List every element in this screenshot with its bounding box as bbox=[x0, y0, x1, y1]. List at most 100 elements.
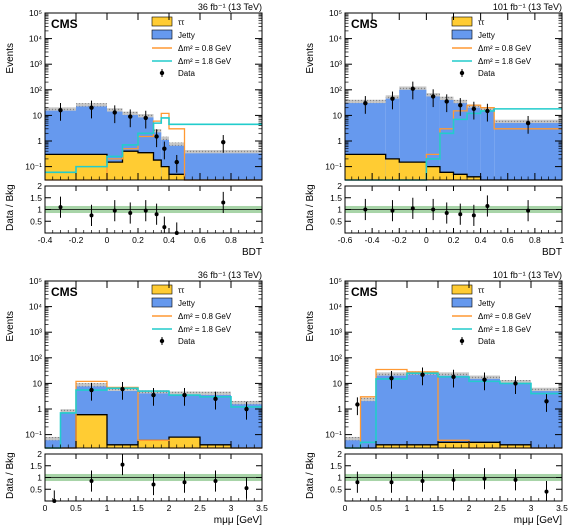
ratio-point bbox=[485, 203, 490, 208]
ratio-y-tick-label: 1.5 bbox=[30, 193, 42, 203]
x-tick-label: 0.5 bbox=[370, 503, 382, 513]
data-point bbox=[513, 381, 518, 386]
ratio-point bbox=[89, 479, 94, 484]
ratio-point bbox=[162, 225, 167, 230]
y-tick-label: 10³ bbox=[30, 327, 42, 337]
data-point bbox=[182, 392, 187, 398]
tautau-bar bbox=[138, 152, 154, 180]
ratio-point bbox=[544, 489, 549, 494]
data-point bbox=[410, 86, 416, 91]
jetty-bar bbox=[467, 107, 481, 180]
x-axis-label: mμμ [GeV] bbox=[514, 515, 562, 526]
x-tick-label: 2.5 bbox=[494, 503, 506, 513]
x-tick-label: 0.4 bbox=[475, 235, 487, 245]
data-point bbox=[89, 105, 94, 110]
y-tick-label: 10² bbox=[330, 85, 342, 95]
data-point bbox=[458, 103, 463, 108]
legend-swatch-tautau bbox=[151, 284, 173, 295]
data-point bbox=[154, 134, 159, 139]
tautau-bar bbox=[45, 154, 76, 180]
x-tick-label: 0 bbox=[424, 235, 429, 245]
y-tick-label: 10⁵ bbox=[29, 276, 42, 286]
ratio-y-axis-label: Data / Bkg bbox=[5, 452, 16, 499]
ratio-y-tick-label: 1 bbox=[337, 205, 342, 215]
ratio-point bbox=[390, 208, 395, 213]
luminosity-label: 101 fb⁻¹ (13 TeV) bbox=[493, 2, 562, 12]
legend-label-data: Data bbox=[178, 69, 195, 78]
x-tick-label: -0.4 bbox=[38, 235, 53, 245]
y-tick-label: 1 bbox=[337, 404, 342, 414]
x-tick-label: 3.5 bbox=[556, 503, 568, 513]
tautau-bar bbox=[169, 437, 200, 448]
y-axis-label: Events bbox=[5, 311, 16, 342]
y-tick-label: 10⁻¹ bbox=[325, 162, 342, 172]
jetty-bar bbox=[153, 132, 162, 180]
data-point bbox=[174, 159, 179, 165]
x-tick-label: 3 bbox=[529, 503, 534, 513]
ratio-point bbox=[458, 212, 463, 217]
y-tick-label: 10² bbox=[30, 353, 42, 363]
ratio-point bbox=[513, 477, 518, 482]
legend-label-sig1: Δm² = 0.8 GeV bbox=[178, 312, 232, 321]
y-axis-label: Events bbox=[305, 311, 316, 342]
luminosity-label: 36 fb⁻¹ (13 TeV) bbox=[198, 270, 262, 280]
x-tick-label: 1 bbox=[105, 503, 110, 513]
x-tick-label: -0.6 bbox=[338, 235, 353, 245]
x-tick-label: 0 bbox=[105, 235, 110, 245]
ratio-point bbox=[451, 477, 456, 482]
jetty-bar bbox=[184, 153, 262, 180]
y-tick-label: 10² bbox=[30, 85, 42, 95]
legend-label-sig2: Δm² = 1.8 GeV bbox=[478, 325, 532, 334]
ratio-point bbox=[52, 499, 57, 503]
jetty-bar bbox=[360, 401, 376, 448]
jetty-bar bbox=[438, 375, 469, 448]
x-tick-label: 1 bbox=[260, 235, 265, 245]
jetty-bar bbox=[345, 440, 361, 448]
luminosity-label: 101 fb⁻¹ (13 TeV) bbox=[493, 270, 562, 280]
x-tick-label: 0.5 bbox=[70, 503, 82, 513]
x-tick-label: 3 bbox=[229, 503, 234, 513]
ratio-point bbox=[420, 479, 425, 484]
data-point bbox=[151, 392, 156, 398]
data-point bbox=[525, 120, 531, 126]
data-point bbox=[221, 139, 226, 145]
data-point bbox=[430, 94, 436, 99]
ratio-point bbox=[213, 479, 218, 484]
legend-label-tautau: ττ bbox=[178, 286, 185, 295]
data-point bbox=[485, 108, 490, 114]
data-point bbox=[89, 387, 94, 393]
x-axis-label: mμμ [GeV] bbox=[214, 515, 262, 526]
ratio-point bbox=[244, 486, 249, 491]
ratio-y-tick-label: 2 bbox=[37, 449, 42, 459]
x-tick-label: 0.6 bbox=[502, 235, 514, 245]
tautau-bar bbox=[76, 414, 107, 448]
data-point bbox=[390, 96, 395, 101]
jetty-bar bbox=[500, 383, 531, 448]
data-point bbox=[482, 377, 487, 382]
ratio-point bbox=[151, 482, 156, 487]
y-tick-label: 10³ bbox=[330, 327, 342, 337]
ratio-y-axis-label: Data / Bkg bbox=[305, 184, 316, 231]
ratio-y-axis-label: Data / Bkg bbox=[5, 184, 16, 231]
x-tick-label: 0.6 bbox=[194, 235, 206, 245]
ratio-point bbox=[143, 208, 148, 213]
jetty-bar bbox=[439, 99, 454, 180]
ratio-point bbox=[128, 211, 133, 216]
y-axis-label: Events bbox=[305, 43, 316, 74]
x-tick-label: 2 bbox=[167, 503, 172, 513]
y-tick-label: 10⁴ bbox=[329, 302, 342, 312]
x-tick-label: 1 bbox=[405, 503, 410, 513]
ratio-point bbox=[431, 207, 436, 212]
legend-swatch-jetty bbox=[151, 297, 173, 308]
ratio-y-tick-label: 2 bbox=[337, 181, 342, 191]
ratio-point bbox=[58, 205, 63, 210]
legend-label-sig2: Δm² = 1.8 GeV bbox=[178, 325, 232, 334]
y-tick-label: 10 bbox=[333, 378, 343, 388]
jetty-bar bbox=[453, 103, 468, 180]
legend-label-sig1: Δm² = 0.8 GeV bbox=[478, 44, 532, 53]
experiment-label: CMS bbox=[351, 285, 378, 299]
jetty-bar bbox=[480, 110, 495, 180]
